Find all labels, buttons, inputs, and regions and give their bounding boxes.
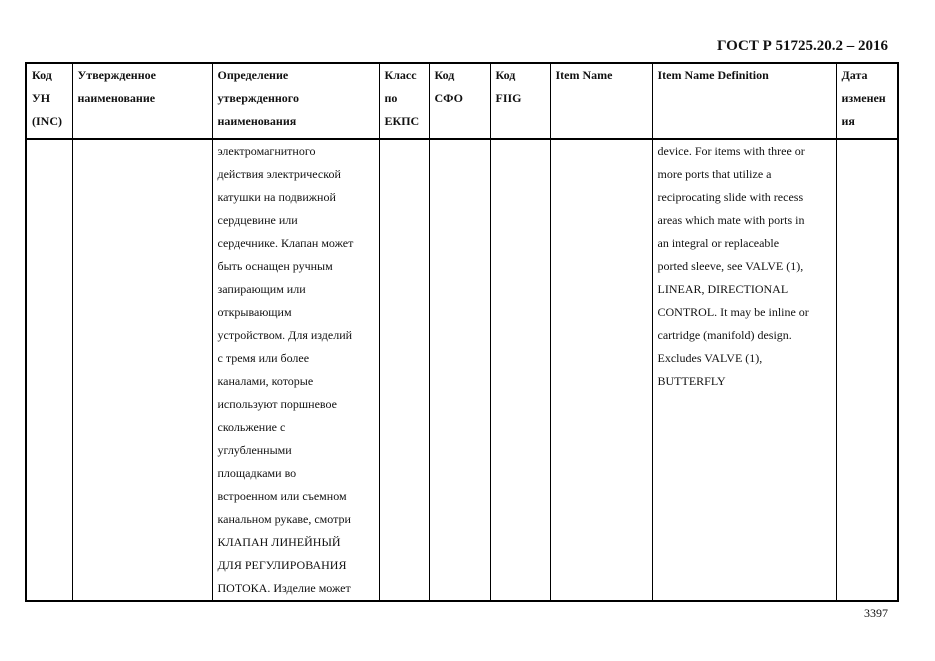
column-header: Item Name bbox=[549, 62, 653, 140]
text-line: areas which mate with ports in bbox=[657, 213, 805, 227]
header-line: FIIG bbox=[495, 91, 522, 105]
text-line: device. For items with three or bbox=[657, 144, 805, 158]
text-line: more ports that utilize a bbox=[657, 167, 772, 181]
column-header: Item Name Definition bbox=[651, 62, 837, 140]
cell-fiig bbox=[489, 138, 551, 602]
text-line: скольжение с bbox=[217, 420, 286, 434]
header-line: Определение bbox=[217, 68, 289, 82]
text-line: ported sleeve, see VALVE (1), bbox=[657, 259, 804, 273]
header-line: (INC) bbox=[32, 114, 62, 128]
text-line: an integral or replaceable bbox=[657, 236, 780, 250]
text-line: сердцевине или bbox=[217, 213, 298, 227]
header-line: Утвержденное bbox=[77, 68, 156, 82]
header-line: УН bbox=[32, 91, 51, 105]
cell-change-date bbox=[835, 138, 899, 602]
text-line: CONTROL. It may be inline or bbox=[657, 305, 809, 319]
column-header: Класс по ЕКПС bbox=[378, 62, 430, 140]
cell-sfo bbox=[428, 138, 491, 602]
cell-definition-ru: электромагнитного действия электрической к… bbox=[211, 138, 380, 602]
cell-inc bbox=[25, 138, 73, 602]
column-header: Определение утвержденного наименования bbox=[211, 62, 380, 140]
column-header: Дата изменен ия bbox=[835, 62, 899, 140]
header-line: изменен bbox=[841, 91, 886, 105]
catalog-table: Код УН (INC) Утвержденное наименование Опреде… bbox=[25, 62, 899, 602]
table-row: электромагнитного действия электрической к… bbox=[25, 138, 899, 602]
header-row: Код УН (INC) Утвержденное наименование Опреде… bbox=[25, 62, 899, 140]
header-line: утвержденного bbox=[217, 91, 299, 105]
header-line: Item Name bbox=[555, 68, 613, 82]
header-line: СФО bbox=[434, 91, 463, 105]
text-line: cartridge (manifold) design. bbox=[657, 328, 792, 342]
text-line: КЛАПАН ЛИНЕЙНЫЙ bbox=[217, 535, 341, 549]
text-line: быть оснащен ручным bbox=[217, 259, 333, 273]
header-line: по bbox=[384, 91, 398, 105]
column-header: Код FIIG bbox=[489, 62, 551, 140]
text-line: действия электрической bbox=[217, 167, 341, 181]
text-line: площадками во bbox=[217, 466, 297, 480]
text-line: используют поршневое bbox=[217, 397, 337, 411]
cell-item-name bbox=[549, 138, 653, 602]
text-line: с тремя или более bbox=[217, 351, 310, 365]
column-header: Код УН (INC) bbox=[25, 62, 73, 140]
text-line: устройством. Для изделий bbox=[217, 328, 353, 342]
cell-definition-en: device. For items with three or more port… bbox=[651, 138, 837, 602]
text-line: LINEAR, DIRECTIONAL bbox=[657, 282, 789, 296]
header-line: Код bbox=[32, 68, 52, 82]
header-line: наименование bbox=[77, 91, 156, 105]
text-line: открывающим bbox=[217, 305, 292, 319]
header-line: Класс bbox=[384, 68, 417, 82]
header-line: ЕКПС bbox=[384, 114, 420, 128]
text-line: reciprocating slide with recess bbox=[657, 190, 804, 204]
header-line: Код bbox=[434, 68, 455, 82]
text-line: каналами, которые bbox=[217, 374, 314, 388]
text-line: запирающим или bbox=[217, 282, 306, 296]
text-line: ДЛЯ РЕГУЛИРОВАНИЯ bbox=[217, 558, 347, 572]
column-header: Код СФО bbox=[428, 62, 491, 140]
header-line: Item Name Definition bbox=[657, 68, 769, 82]
document-title: ГОСТ Р 51725.20.2 – 2016 bbox=[716, 38, 888, 54]
header-line: Код bbox=[495, 68, 516, 82]
text-line: сердечнике. Клапан может bbox=[217, 236, 354, 250]
text-line: канальном рукаве, смотри bbox=[217, 512, 351, 526]
text-line: Excludes VALVE (1), bbox=[657, 351, 763, 365]
text-line: BUTTERFLY bbox=[657, 374, 726, 388]
cell-class bbox=[378, 138, 430, 602]
text-line: ПОТОКА. Изделие может bbox=[217, 581, 351, 595]
header-line: наименования bbox=[217, 114, 297, 128]
column-header: Утвержденное наименование bbox=[71, 62, 213, 140]
page-number: 3397 bbox=[864, 606, 888, 620]
text-line: электромагнитного bbox=[217, 144, 316, 158]
header-line: ия bbox=[841, 114, 855, 128]
text-line: катушки на подвижной bbox=[217, 190, 336, 204]
text-line: встроенном или съемном bbox=[217, 489, 347, 503]
cell-approved-name bbox=[71, 138, 213, 602]
header-line: Дата bbox=[841, 68, 868, 82]
text-line: углубленными bbox=[217, 443, 292, 457]
